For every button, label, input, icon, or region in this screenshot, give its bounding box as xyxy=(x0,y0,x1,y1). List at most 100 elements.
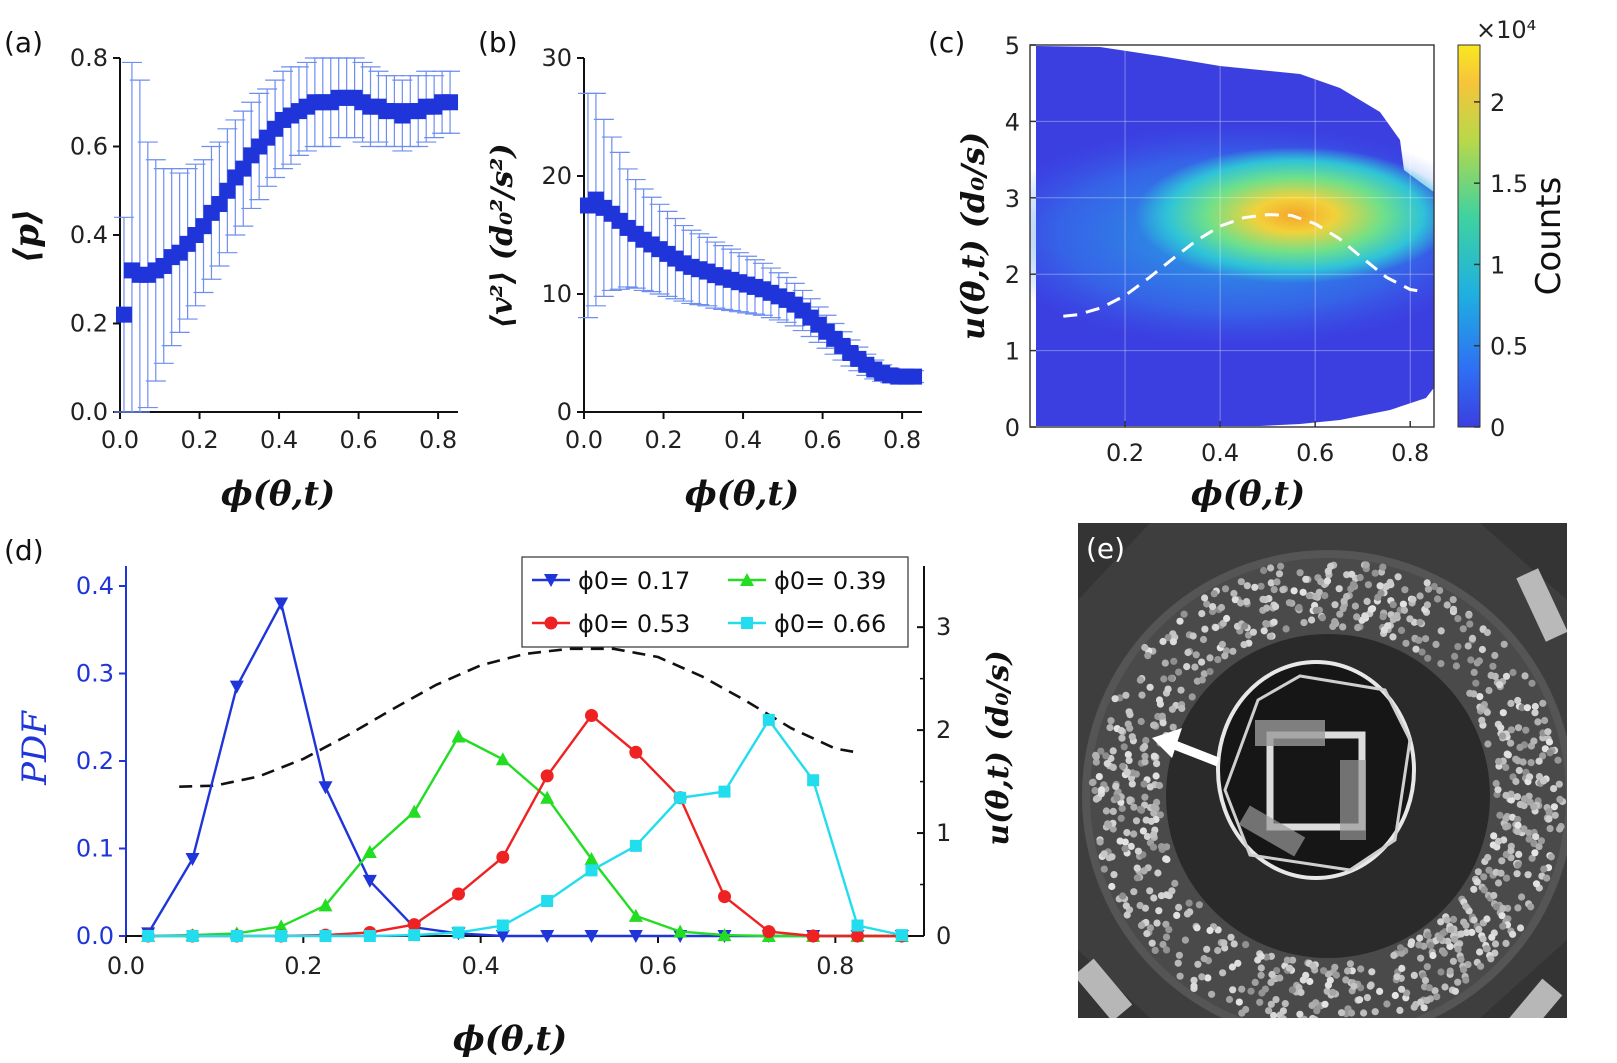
particle xyxy=(1306,1020,1313,1027)
particle xyxy=(1498,857,1506,865)
particle xyxy=(1096,838,1104,846)
particle xyxy=(1429,951,1437,960)
particle xyxy=(1507,796,1515,804)
particle xyxy=(1418,648,1426,656)
particle xyxy=(1178,704,1186,713)
panel-a-points xyxy=(115,89,459,323)
y-tick-label: 0.4 xyxy=(76,572,114,600)
particle xyxy=(1137,921,1146,930)
particle xyxy=(1421,976,1430,985)
particle xyxy=(1136,676,1144,684)
particle xyxy=(1476,693,1484,701)
particle xyxy=(1180,610,1188,618)
particle xyxy=(1176,617,1184,625)
particle xyxy=(1198,973,1206,981)
particle xyxy=(1420,1004,1428,1012)
particle xyxy=(1142,816,1150,824)
particle xyxy=(1119,892,1127,900)
particle xyxy=(1523,704,1531,712)
particle xyxy=(1163,855,1171,864)
particle xyxy=(1267,579,1275,587)
particle xyxy=(1318,614,1326,622)
particle xyxy=(1423,601,1431,609)
particle xyxy=(1206,654,1214,662)
particle xyxy=(1302,575,1310,583)
particle xyxy=(1383,1000,1391,1008)
particle xyxy=(1192,651,1200,659)
particle xyxy=(1275,570,1284,578)
granular-particles xyxy=(1088,561,1567,1027)
particle xyxy=(1170,657,1178,665)
x-tick-label: 0.2 xyxy=(284,952,322,980)
particle xyxy=(1149,843,1158,851)
panel-e-photo: (e) xyxy=(1078,523,1567,1027)
panel-c: (c) 0.2 0.4 0.6 0.8 0 1 2 3 4 5 ϕ(θ,t) u(θ,t) (d₀… xyxy=(928,16,1569,514)
particle xyxy=(1121,845,1129,853)
particle xyxy=(1169,723,1177,731)
right-tick-label: 3 xyxy=(936,613,951,641)
particle xyxy=(1257,964,1265,972)
particle xyxy=(1490,891,1498,900)
data-point xyxy=(442,94,459,111)
particle xyxy=(1457,930,1465,938)
particle xyxy=(1165,926,1173,934)
particle xyxy=(1403,989,1411,997)
particle xyxy=(1535,843,1543,851)
particle xyxy=(1497,869,1505,877)
particle xyxy=(1223,614,1231,623)
legend-box xyxy=(521,556,909,648)
particle xyxy=(1309,1014,1317,1018)
particle xyxy=(1478,716,1486,724)
data-point xyxy=(211,196,228,213)
particle xyxy=(1344,967,1352,975)
panel-b-points xyxy=(579,191,923,385)
particle xyxy=(1519,758,1527,766)
particle xyxy=(1356,996,1364,1004)
particle xyxy=(1488,933,1496,941)
particle xyxy=(1346,960,1354,968)
particle xyxy=(1521,672,1529,680)
particle xyxy=(1276,974,1284,982)
particle xyxy=(1123,911,1131,919)
particle xyxy=(1460,966,1468,974)
particle xyxy=(1285,599,1293,607)
marker-circle xyxy=(452,887,465,901)
particle xyxy=(1398,985,1406,993)
tape-1 xyxy=(1255,720,1325,746)
particle xyxy=(1433,993,1441,1001)
particle xyxy=(1283,956,1291,964)
particle xyxy=(1504,751,1512,759)
particle xyxy=(1238,1009,1246,1017)
colorbar-tick-label: 1 xyxy=(1490,251,1505,279)
particle xyxy=(1146,783,1154,791)
particle xyxy=(1555,780,1563,788)
particle xyxy=(1356,573,1364,582)
particle xyxy=(1126,796,1134,804)
particle xyxy=(1543,874,1551,882)
marker-triangle-up xyxy=(740,573,754,586)
particle xyxy=(1480,886,1488,894)
particle xyxy=(1502,763,1510,772)
particle xyxy=(1270,1011,1278,1018)
y-tick-label: 1 xyxy=(1005,338,1020,366)
particle xyxy=(1396,944,1405,952)
particle xyxy=(1437,660,1445,668)
particle xyxy=(1532,880,1541,888)
particle xyxy=(1398,949,1406,957)
y-tick-label: 4 xyxy=(1005,108,1020,136)
particle xyxy=(1125,756,1133,765)
particle xyxy=(1229,647,1237,655)
marker-circle xyxy=(851,929,864,943)
particle xyxy=(1457,955,1465,963)
particle xyxy=(1156,811,1164,819)
particle xyxy=(1163,843,1171,851)
photo-content xyxy=(1078,523,1567,1027)
y-tick-label: 0 xyxy=(1005,414,1020,442)
panel-d: (d) 0.0 0.2 0.4 0.6 0.8 0.0 0.1 0.2 0.3 0.4 0 1 2 3 ϕ… xyxy=(4,534,1016,1059)
marker-circle xyxy=(718,890,731,904)
particle xyxy=(1546,825,1554,833)
particle xyxy=(1160,675,1168,683)
particle xyxy=(1117,727,1125,735)
particle xyxy=(1285,964,1294,972)
particle xyxy=(1489,662,1497,670)
